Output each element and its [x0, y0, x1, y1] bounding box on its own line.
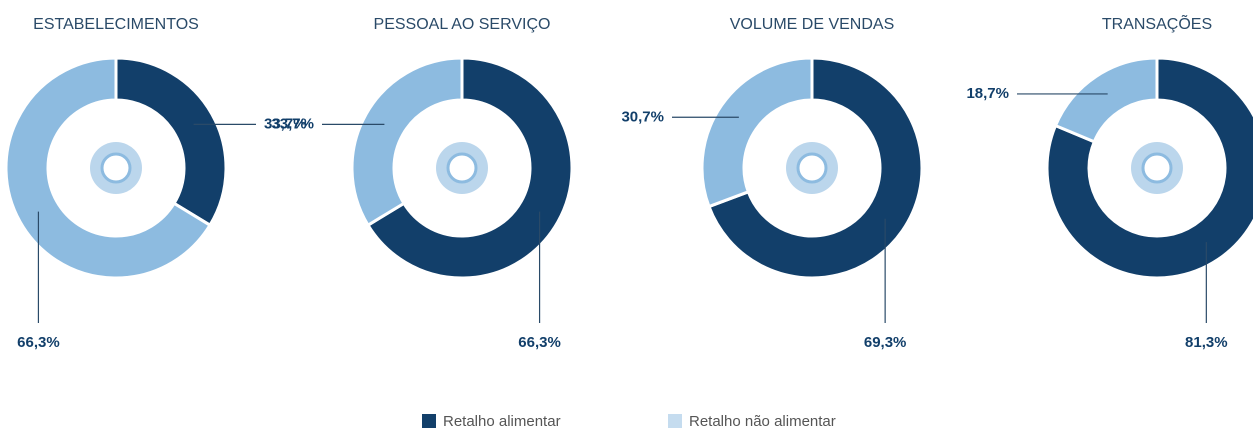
- value-label: 33,7%: [271, 115, 314, 132]
- donut-segment: [114, 56, 228, 228]
- donut-segment: [707, 56, 924, 280]
- value-label: 66,3%: [17, 334, 60, 351]
- donut-segment: [700, 56, 814, 209]
- donut-segment: [365, 56, 574, 280]
- chart-title: VOLUME DE VENDAS: [730, 16, 894, 33]
- legend-swatch: [422, 414, 436, 428]
- donut-segment: [1045, 56, 1253, 280]
- icon: [100, 152, 132, 184]
- donut-segment: [1053, 56, 1159, 144]
- chart-title: PESSOAL AO SERVIÇO: [374, 16, 551, 33]
- donut-segment: [4, 56, 213, 280]
- icon: [796, 152, 828, 184]
- icon: [1141, 152, 1173, 184]
- value-label: 69,3%: [864, 334, 907, 351]
- icon: [446, 152, 478, 184]
- value-label: 33,7%: [264, 115, 307, 132]
- value-label: 66,3%: [518, 334, 561, 351]
- value-label: 18,7%: [966, 85, 1009, 102]
- value-label: 81,3%: [1185, 334, 1228, 351]
- chart-title: ESTABELECIMENTOS: [33, 16, 199, 33]
- legend-label: Retalho não alimentar: [689, 413, 836, 430]
- chart-title: TRANSAÇÕES: [1102, 13, 1212, 33]
- legend-label: Retalho alimentar: [443, 413, 561, 430]
- donut-segment: [350, 56, 464, 228]
- value-label: 30,7%: [621, 108, 664, 125]
- legend-swatch: [668, 414, 682, 428]
